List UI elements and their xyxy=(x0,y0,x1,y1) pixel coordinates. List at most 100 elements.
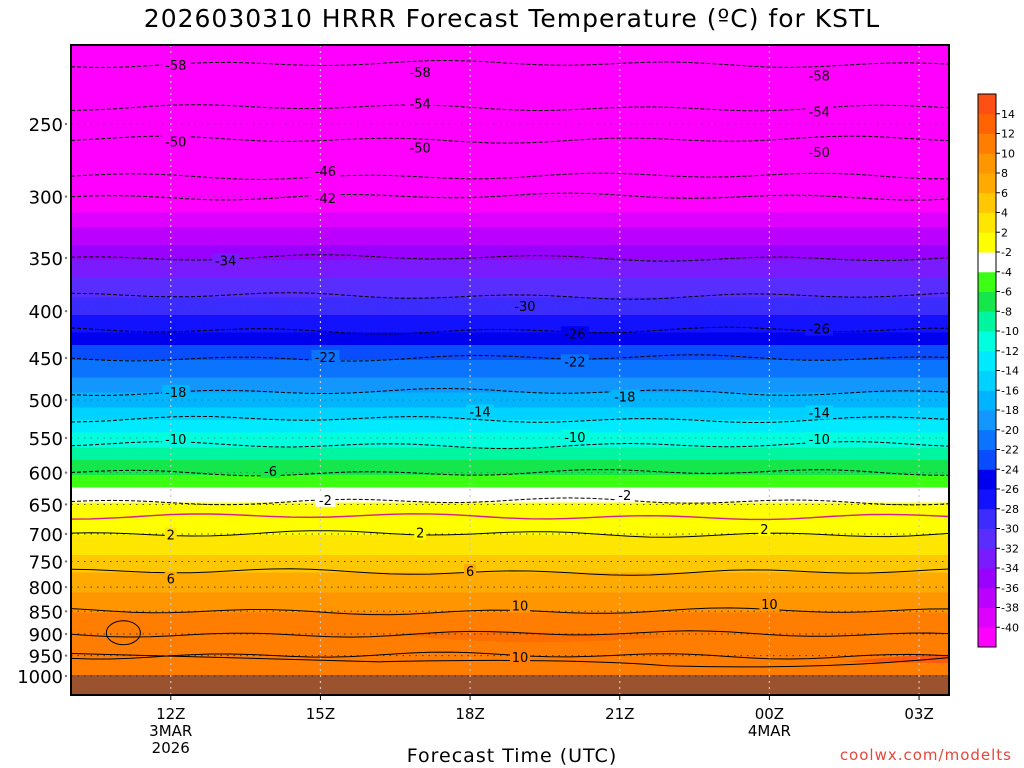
colorbar-label: -30 xyxy=(1001,523,1019,536)
contour-label-bg xyxy=(560,354,589,369)
y-tick-dot xyxy=(64,532,68,536)
contour-label-bg xyxy=(311,191,340,206)
contour-label-bg xyxy=(414,525,427,540)
y-tick-dot xyxy=(64,122,68,126)
colorbar-swatch xyxy=(978,370,996,391)
contour-line xyxy=(71,192,949,201)
colorbar-swatch xyxy=(978,528,996,549)
colorbar-label: -6 xyxy=(1001,286,1012,299)
contour-line xyxy=(71,135,949,144)
contour-label: -58 xyxy=(410,66,431,81)
y-tick-label: 950 xyxy=(29,647,63,668)
contour-label-bg xyxy=(560,429,589,444)
contour-label: -54 xyxy=(809,106,830,121)
x-tick-label: 18Z xyxy=(455,705,484,723)
contour-label: -46 xyxy=(315,165,336,180)
contour-label: -58 xyxy=(165,59,186,74)
contour-label-bg xyxy=(96,45,125,48)
contour-line xyxy=(71,387,949,396)
contour-line xyxy=(71,630,949,638)
x-tick-label: 00Z xyxy=(755,705,784,723)
colorbar-swatch xyxy=(978,627,996,648)
colorbar-label: -18 xyxy=(1001,404,1019,417)
y-tick-label: 400 xyxy=(29,302,63,323)
contour-line xyxy=(71,326,949,335)
contour-label-bg xyxy=(805,405,834,420)
contour-label: -22 xyxy=(315,351,336,366)
y-tick-dot xyxy=(64,398,68,402)
colorbar-label: -26 xyxy=(1001,483,1019,496)
colorbar-label: -38 xyxy=(1001,602,1019,615)
colorbar-swatch xyxy=(978,410,996,431)
y-tick-label: 600 xyxy=(29,464,63,485)
contour-labels: -62-58 -58 -58-54-54-50 -50 -50-46-42-34-30-… xyxy=(96,34,834,666)
y-tick-dot xyxy=(64,436,68,440)
colorbar-label: -32 xyxy=(1001,542,1019,555)
contour-label-bg xyxy=(406,65,435,80)
ground-layer xyxy=(71,675,949,695)
contour-label: 2 xyxy=(167,529,175,544)
contour-label-bg xyxy=(759,597,780,612)
colorbar-label: 10 xyxy=(1001,147,1015,160)
colorbar-swatch xyxy=(978,469,996,490)
colorbar: -40-38-36-34-32-30-28-26-24-22-20-18-16-… xyxy=(977,93,1019,648)
y-tick-label: 300 xyxy=(29,188,63,209)
contour-label-bg xyxy=(161,384,190,399)
colorbar-label: -2 xyxy=(1001,246,1012,259)
contour-line xyxy=(71,172,949,180)
plot-border xyxy=(70,44,950,696)
y-tick-dot xyxy=(64,674,68,678)
y-tick-label: 550 xyxy=(29,429,63,450)
colorbar-label: -34 xyxy=(1001,562,1019,575)
contour-label: -50 xyxy=(410,142,431,157)
colorbar-swatch xyxy=(978,192,996,213)
colorbar-swatch xyxy=(978,489,996,510)
contour-label: -62 xyxy=(100,34,121,49)
contour-label: 10 xyxy=(761,598,778,613)
y-tick-label: 850 xyxy=(29,602,63,623)
colorbar-swatch xyxy=(978,232,996,253)
contour-label-bg xyxy=(610,389,639,404)
contour-label: 6 xyxy=(167,573,175,588)
colorbar-swatch xyxy=(978,153,996,174)
colorbar-swatch xyxy=(978,449,996,470)
colorbar-swatch xyxy=(978,94,996,115)
grid-lines xyxy=(71,45,949,695)
plot-area: -62-58 -58 -58-54-54-50 -50 -50-46-42-34-30-… xyxy=(71,34,949,695)
contour-label: -58 xyxy=(809,70,830,85)
y-tick-label: 1000 xyxy=(17,667,63,688)
warm-core xyxy=(844,654,949,664)
contour-label-bg xyxy=(164,571,177,586)
contour-line xyxy=(71,469,949,477)
colorbar-swatch xyxy=(978,587,996,608)
contour-label: 10 xyxy=(512,600,529,615)
colorbar-label: -16 xyxy=(1001,384,1019,397)
colorbar-label: 8 xyxy=(1001,167,1008,180)
contour-label: -34 xyxy=(215,254,236,269)
colorbar-swatch xyxy=(978,331,996,352)
contour-label-bg xyxy=(406,140,435,155)
contour-label: -26 xyxy=(809,323,830,338)
y-tick-dot xyxy=(64,560,68,563)
contour-label: -2 xyxy=(618,489,631,504)
colorbar-label: -20 xyxy=(1001,424,1019,437)
contour-label-bg xyxy=(509,598,530,613)
colorbar-label: -28 xyxy=(1001,503,1019,516)
contour-line xyxy=(71,568,949,576)
contour-label-bg xyxy=(805,68,834,83)
contour-cell xyxy=(105,620,141,646)
contour-label-bg xyxy=(509,650,530,665)
contour-line xyxy=(71,415,949,424)
y-tick-dot xyxy=(64,632,68,636)
x-axis-label: Forecast Time (UTC) xyxy=(406,745,618,767)
contour-label: -54 xyxy=(410,97,431,112)
contour-line xyxy=(71,292,949,300)
contour-label: -22 xyxy=(564,355,585,370)
contour-label-bg xyxy=(464,563,477,578)
y-tick-dot xyxy=(64,585,68,589)
contour-label: 10 xyxy=(512,651,529,666)
colorbar-swatch xyxy=(978,311,996,332)
colorbar-swatch xyxy=(978,133,996,154)
